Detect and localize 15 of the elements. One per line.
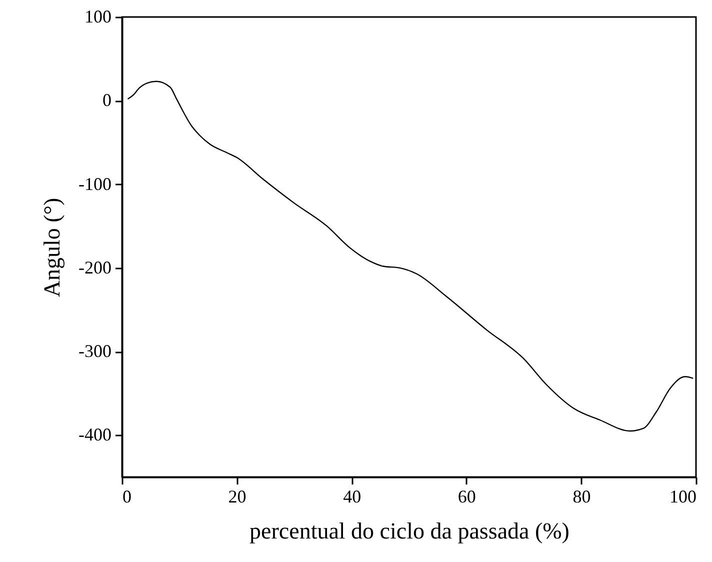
y-tick-label: 100 bbox=[84, 6, 112, 26]
y-tick-label: -400 bbox=[78, 424, 112, 445]
y-tick-label: -100 bbox=[78, 174, 112, 194]
line-series bbox=[127, 80, 694, 432]
y-tick-label: -300 bbox=[78, 341, 112, 362]
y-tick-label: -200 bbox=[78, 257, 112, 278]
x-axis-title: percentual do ciclo da passada (%) bbox=[250, 518, 570, 544]
y-tick-label: 0 bbox=[102, 90, 112, 110]
x-tick-label: 80 bbox=[572, 486, 591, 506]
x-tick-label: 60 bbox=[458, 486, 476, 506]
x-tick-label: 40 bbox=[343, 486, 362, 506]
x-tick-label: 100 bbox=[670, 486, 696, 506]
x-tick-label: 20 bbox=[228, 486, 246, 506]
y-axis-title: Angulo (°) bbox=[40, 198, 65, 298]
x-tick-label: 0 bbox=[122, 486, 132, 506]
